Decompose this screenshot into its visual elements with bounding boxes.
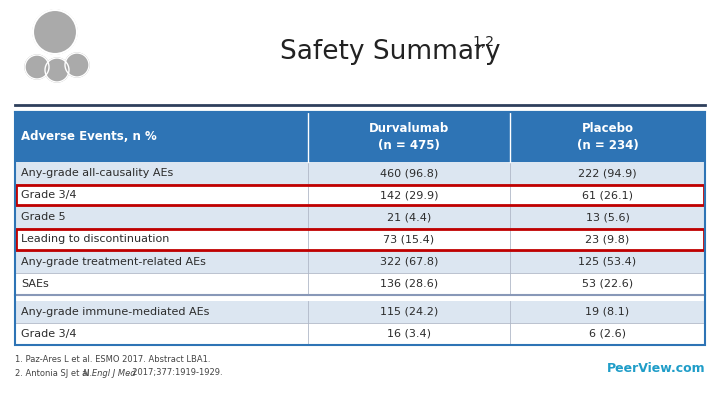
Text: 61 (26.1): 61 (26.1) — [582, 190, 633, 200]
Text: Grade 5: Grade 5 — [21, 212, 66, 222]
Text: 19 (8.1): 19 (8.1) — [585, 307, 629, 317]
Text: 1,2: 1,2 — [472, 35, 494, 49]
Bar — [15, 112, 705, 345]
Text: Adverse Events, n %: Adverse Events, n % — [21, 130, 157, 143]
Circle shape — [45, 58, 69, 82]
Text: Leading to discontinuation: Leading to discontinuation — [21, 234, 169, 245]
Bar — [15, 206, 705, 228]
Text: Durvalumab
(n = 475): Durvalumab (n = 475) — [369, 122, 449, 152]
Text: Any-grade all-causality AEs: Any-grade all-causality AEs — [21, 168, 174, 178]
Bar — [15, 228, 705, 251]
Bar — [15, 323, 705, 345]
Text: 13 (5.6): 13 (5.6) — [585, 212, 629, 222]
Text: 136 (28.6): 136 (28.6) — [380, 279, 438, 289]
Text: . 2017;377:1919-1929.: . 2017;377:1919-1929. — [127, 369, 222, 377]
Text: 125 (53.4): 125 (53.4) — [578, 256, 636, 266]
Bar — [15, 273, 705, 295]
Bar — [15, 251, 705, 273]
Text: Safety Summary: Safety Summary — [280, 39, 500, 65]
Text: Grade 3/4: Grade 3/4 — [21, 329, 76, 339]
Bar — [15, 301, 705, 323]
Text: Any-grade treatment-related AEs: Any-grade treatment-related AEs — [21, 256, 206, 266]
Text: 322 (67.8): 322 (67.8) — [380, 256, 438, 266]
Text: 21 (4.4): 21 (4.4) — [387, 212, 431, 222]
Text: 222 (94.9): 222 (94.9) — [578, 168, 636, 178]
Circle shape — [65, 53, 89, 77]
Text: 2. Antonia SJ et al.: 2. Antonia SJ et al. — [15, 369, 95, 377]
Bar — [15, 184, 705, 206]
Circle shape — [25, 55, 49, 79]
Bar — [16, 229, 704, 249]
Text: SAEs: SAEs — [21, 279, 49, 289]
Text: 16 (3.4): 16 (3.4) — [387, 329, 431, 339]
Text: 6 (2.6): 6 (2.6) — [589, 329, 626, 339]
Text: 23 (9.8): 23 (9.8) — [585, 234, 629, 245]
Text: Placebo
(n = 234): Placebo (n = 234) — [577, 122, 639, 152]
Bar — [15, 112, 705, 162]
Text: 115 (24.2): 115 (24.2) — [380, 307, 438, 317]
Text: 1. Paz-Ares L et al. ESMO 2017. Abstract LBA1.: 1. Paz-Ares L et al. ESMO 2017. Abstract… — [15, 356, 210, 364]
Text: 142 (29.9): 142 (29.9) — [379, 190, 438, 200]
Bar — [15, 162, 705, 184]
Text: 73 (15.4): 73 (15.4) — [384, 234, 435, 245]
Text: 53 (22.6): 53 (22.6) — [582, 279, 633, 289]
Bar — [16, 185, 704, 205]
Text: Grade 3/4: Grade 3/4 — [21, 190, 76, 200]
Circle shape — [33, 10, 77, 54]
Text: PeerView.com: PeerView.com — [606, 362, 705, 375]
Text: N Engl J Med: N Engl J Med — [83, 369, 135, 377]
Text: 460 (96.8): 460 (96.8) — [380, 168, 438, 178]
Text: Any-grade immune-mediated AEs: Any-grade immune-mediated AEs — [21, 307, 210, 317]
